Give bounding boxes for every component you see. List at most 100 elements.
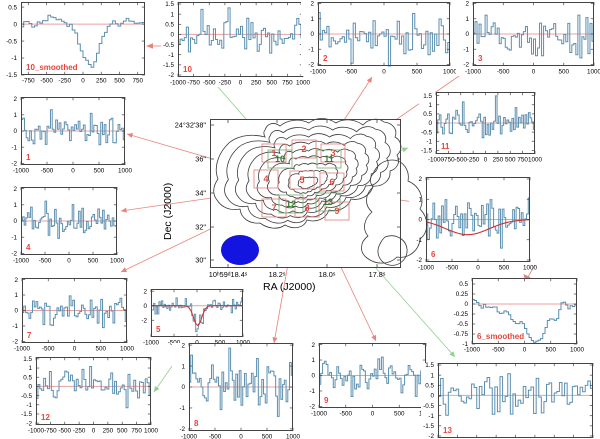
svg-text:30": 30" bbox=[195, 256, 206, 265]
svg-text:-1000: -1000 bbox=[465, 68, 482, 75]
svg-text:500: 500 bbox=[117, 427, 128, 434]
svg-text:-750: -750 bbox=[22, 77, 35, 84]
svg-text:-0.5: -0.5 bbox=[421, 129, 432, 136]
svg-text:-1000: -1000 bbox=[310, 68, 327, 75]
svg-text:-2: -2 bbox=[428, 433, 434, 439]
svg-text:13: 13 bbox=[443, 426, 452, 435]
svg-text:-750: -750 bbox=[187, 79, 200, 86]
svg-text:250: 250 bbox=[493, 156, 504, 163]
svg-text:-2: -2 bbox=[11, 251, 17, 258]
svg-text:-500: -500 bbox=[41, 167, 54, 174]
svg-text:-250: -250 bbox=[467, 156, 480, 163]
svg-text:1: 1 bbox=[465, 16, 469, 23]
svg-text:10_smoothed: 10_smoothed bbox=[26, 63, 78, 72]
svg-text:1000: 1000 bbox=[286, 433, 301, 439]
svg-text:-500: -500 bbox=[39, 257, 52, 264]
svg-text:0: 0 bbox=[81, 77, 85, 84]
svg-text:-2: -2 bbox=[26, 420, 32, 427]
svg-text:500: 500 bbox=[94, 167, 105, 174]
svg-text:-1000: -1000 bbox=[311, 410, 328, 417]
svg-text:-1000: -1000 bbox=[181, 433, 198, 439]
svg-text:1: 1 bbox=[13, 202, 17, 209]
svg-text:-500: -500 bbox=[42, 345, 55, 352]
svg-text:-1.5: -1.5 bbox=[423, 423, 434, 430]
svg-text:0: 0 bbox=[430, 393, 434, 400]
svg-text:1000: 1000 bbox=[120, 345, 135, 352]
svg-text:500: 500 bbox=[262, 433, 273, 439]
svg-text:-1000: -1000 bbox=[143, 339, 160, 346]
svg-text:12: 12 bbox=[286, 199, 296, 209]
svg-text:-500: -500 bbox=[209, 433, 222, 439]
svg-text:750: 750 bbox=[131, 427, 142, 434]
svg-text:13: 13 bbox=[323, 197, 333, 207]
svg-text:750: 750 bbox=[282, 79, 293, 86]
svg-text:2: 2 bbox=[418, 176, 422, 183]
svg-text:-250: -250 bbox=[58, 77, 71, 84]
svg-text:0: 0 bbox=[523, 346, 527, 353]
svg-text:2: 2 bbox=[13, 96, 17, 103]
svg-text:-1: -1 bbox=[428, 413, 434, 420]
svg-text:0: 0 bbox=[311, 373, 315, 380]
svg-text:-2: -2 bbox=[309, 404, 315, 411]
svg-text:0: 0 bbox=[92, 427, 96, 434]
svg-text:1: 1 bbox=[13, 112, 17, 119]
svg-text:-0.5: -0.5 bbox=[457, 321, 468, 328]
svg-text:1.5: 1.5 bbox=[423, 93, 432, 100]
svg-text:-1: -1 bbox=[463, 46, 469, 53]
svg-text:0.5: 0.5 bbox=[23, 374, 32, 381]
svg-text:-1000: -1000 bbox=[418, 264, 435, 271]
svg-text:0: 0 bbox=[71, 167, 75, 174]
svg-text:500: 500 bbox=[412, 68, 423, 75]
svg-text:0: 0 bbox=[143, 303, 147, 310]
svg-text:-1: -1 bbox=[309, 388, 315, 395]
svg-text:0: 0 bbox=[476, 264, 480, 271]
svg-text:-0.5: -0.5 bbox=[423, 403, 434, 410]
svg-text:-250: -250 bbox=[73, 427, 86, 434]
svg-text:2: 2 bbox=[310, 1, 314, 8]
svg-text:-0.5: -0.5 bbox=[163, 42, 174, 49]
svg-text:0: 0 bbox=[181, 384, 185, 391]
svg-text:-1.5: -1.5 bbox=[421, 148, 432, 155]
svg-text:-1: -1 bbox=[179, 405, 185, 412]
svg-text:0: 0 bbox=[532, 68, 536, 75]
svg-text:18.0ˢ: 18.0ˢ bbox=[319, 270, 336, 279]
svg-text:2: 2 bbox=[323, 54, 328, 63]
svg-text:1: 1 bbox=[428, 102, 432, 109]
svg-text:-1.5: -1.5 bbox=[21, 411, 32, 418]
svg-text:18.2ˢ: 18.2ˢ bbox=[269, 270, 286, 279]
svg-text:0: 0 bbox=[465, 31, 469, 38]
svg-text:-2: -2 bbox=[308, 62, 314, 69]
svg-text:1000: 1000 bbox=[570, 346, 585, 353]
svg-text:-1: -1 bbox=[308, 46, 314, 53]
svg-text:0: 0 bbox=[14, 308, 18, 315]
svg-text:1: 1 bbox=[14, 292, 18, 299]
svg-text:-1000: -1000 bbox=[170, 79, 187, 86]
svg-text:1: 1 bbox=[430, 372, 434, 379]
svg-text:10: 10 bbox=[275, 154, 285, 164]
svg-text:250: 250 bbox=[96, 77, 107, 84]
svg-text:6_smoothed: 6_smoothed bbox=[477, 332, 524, 341]
svg-text:4: 4 bbox=[263, 174, 268, 184]
svg-text:-1: -1 bbox=[11, 144, 17, 151]
svg-text:0: 0 bbox=[382, 68, 386, 75]
svg-text:-1000: -1000 bbox=[28, 427, 45, 434]
svg-text:0: 0 bbox=[464, 301, 468, 308]
svg-text:0: 0 bbox=[67, 257, 71, 264]
svg-text:750: 750 bbox=[517, 156, 528, 163]
svg-text:-500: -500 bbox=[339, 410, 352, 417]
svg-text:1: 1 bbox=[170, 11, 174, 18]
svg-text:500: 500 bbox=[266, 79, 277, 86]
svg-text:17.8ˢ: 17.8ˢ bbox=[369, 270, 386, 279]
svg-text:0: 0 bbox=[310, 31, 314, 38]
svg-text:1000: 1000 bbox=[110, 257, 125, 264]
svg-text:2: 2 bbox=[14, 277, 18, 284]
svg-text:-1000: -1000 bbox=[13, 167, 30, 174]
svg-text:36": 36" bbox=[195, 155, 206, 164]
svg-text:0: 0 bbox=[13, 128, 17, 135]
svg-text:0.5: 0.5 bbox=[8, 4, 17, 11]
svg-text:0.5: 0.5 bbox=[459, 281, 468, 288]
svg-text:-2: -2 bbox=[168, 72, 174, 79]
svg-text:5: 5 bbox=[299, 175, 304, 185]
svg-text:0: 0 bbox=[28, 384, 32, 391]
svg-text:1: 1 bbox=[310, 16, 314, 23]
